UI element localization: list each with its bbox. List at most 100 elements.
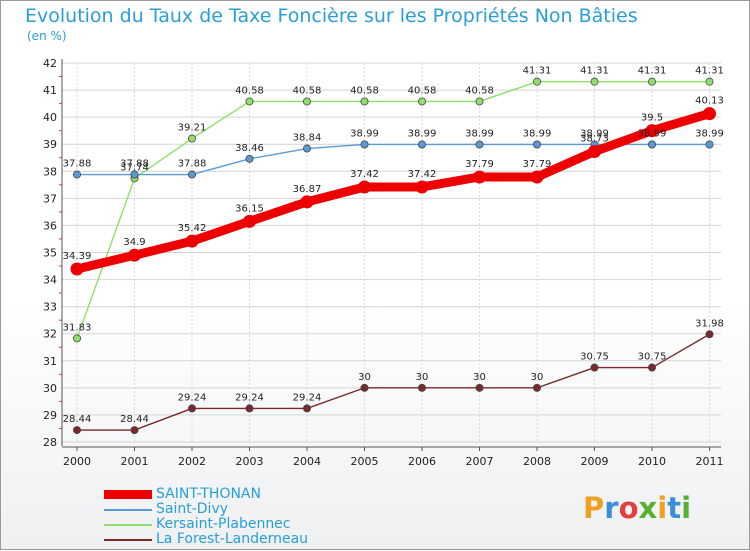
data-label-la-forest-landerneau: 30	[416, 372, 429, 383]
data-label-kersaint-plabennec: 39.21	[178, 123, 207, 134]
data-label-saint-divy: 37.88	[63, 159, 92, 170]
x-tick-label: 2008	[523, 455, 551, 468]
data-label-kersaint-plabennec: 31.83	[63, 322, 92, 333]
data-label-la-forest-landerneau: 31.98	[695, 318, 724, 329]
data-label-saint-divy: 38.46	[235, 143, 264, 154]
data-label-la-forest-landerneau: 30.75	[580, 352, 609, 363]
y-tick-label: 30	[43, 382, 57, 395]
data-point-kersaint-plabennec	[533, 77, 542, 86]
data-point-saint-divy	[417, 140, 426, 149]
legend-item-saint-divy[interactable]: Saint-Divy	[104, 502, 228, 517]
chart-title: Evolution du Taux de Taxe Foncière sur l…	[25, 5, 638, 27]
logo-letter: t	[667, 491, 682, 525]
data-point-saint-divy	[245, 154, 254, 163]
data-point-kersaint-plabennec	[417, 97, 426, 106]
data-point-kersaint-plabennec	[245, 97, 254, 106]
data-label-la-forest-landerneau: 30	[531, 372, 544, 383]
y-axis-unit-label: (en %)	[27, 29, 67, 43]
y-tick-label: 42	[43, 57, 57, 70]
x-tick-label: 2010	[638, 455, 666, 468]
y-tick-label: 32	[43, 328, 57, 341]
data-label-kersaint-plabennec: 40.58	[408, 85, 437, 96]
data-label-saint-thonan: 38.73	[580, 134, 609, 145]
y-tick-label: 36	[43, 219, 57, 232]
data-point-saint-thonan	[185, 234, 199, 248]
data-label-saint-thonan: 34.39	[63, 251, 92, 262]
data-labels: 28.44 28.44 29.24 29.24 29.24 30 30 30 30 30.75 30…	[63, 66, 724, 425]
data-label-saint-divy: 38.99	[408, 128, 437, 139]
data-point-saint-thonan	[358, 180, 371, 194]
data-label-saint-divy: 38.99	[350, 128, 379, 139]
data-point-saint-divy	[475, 140, 484, 149]
y-tick-label: 35	[43, 247, 57, 260]
x-tick-label: 2001	[121, 455, 149, 468]
data-label-kersaint-plabennec: 41.31	[580, 66, 609, 77]
logo-letter: P	[583, 491, 605, 525]
data-point-saint-thonan	[243, 214, 256, 228]
y-tick-label: 31	[43, 355, 57, 368]
legend-item-kersaint-plabennec[interactable]: Kersaint-Plabennec	[104, 517, 291, 532]
data-point-kersaint-plabennec	[73, 334, 82, 343]
data-point-kersaint-plabennec	[302, 97, 311, 106]
data-point-kersaint-plabennec	[590, 77, 599, 86]
y-tick-label: 38	[43, 165, 57, 178]
logo-letter: x	[638, 491, 658, 525]
data-point-la-forest-landerneau	[533, 383, 542, 392]
series-line-saint-thonan	[72, 109, 714, 274]
data-label-saint-divy: 38.84	[293, 133, 322, 144]
data-point-saint-thonan	[473, 170, 486, 184]
data-point-saint-thonan	[70, 262, 84, 276]
data-label-saint-divy: 38.99	[580, 128, 609, 139]
y-tick-label: 29	[43, 409, 57, 422]
logo-letter: i	[681, 491, 692, 525]
axes	[59, 59, 721, 451]
y-tick-label: 28	[43, 436, 57, 449]
data-point-kersaint-plabennec	[187, 134, 196, 143]
x-tick-label: 2000	[63, 455, 91, 468]
data-point-saint-thonan	[645, 124, 659, 138]
legend-swatch-la-forest-landerneau	[104, 538, 152, 541]
x-tick-label: 2005	[351, 455, 379, 468]
data-label-saint-thonan: 37.79	[465, 159, 494, 170]
series-points	[70, 77, 716, 435]
legend-label: Kersaint-Plabennec	[156, 516, 291, 532]
legend-swatch-saint-divy	[104, 508, 152, 511]
data-label-saint-thonan: 37.42	[350, 169, 379, 180]
data-label-saint-thonan: 36.15	[235, 203, 264, 214]
data-point-la-forest-landerneau	[302, 404, 311, 413]
data-label-kersaint-plabennec: 40.58	[350, 85, 379, 96]
data-point-saint-divy	[187, 170, 196, 179]
x-tick-label: 2004	[293, 455, 321, 468]
data-point-saint-thonan	[300, 195, 314, 209]
x-tick-label: 2002	[178, 455, 206, 468]
legend-item-la-forest-landerneau[interactable]: La Forest-Landerneau	[104, 532, 308, 547]
data-label-la-forest-landerneau: 30	[358, 372, 371, 383]
data-point-saint-thonan	[703, 107, 716, 121]
data-point-la-forest-landerneau	[130, 426, 139, 435]
data-label-la-forest-landerneau: 28.44	[63, 414, 92, 425]
x-tick-label: 2011	[696, 455, 724, 468]
data-point-la-forest-landerneau	[417, 383, 426, 392]
series-line-kersaint-plabennec	[76, 80, 711, 340]
logo-letter: o	[618, 491, 639, 525]
data-label-saint-thonan: 36.87	[293, 184, 322, 195]
data-label-saint-thonan: 37.42	[408, 169, 437, 180]
y-tick-label: 37	[43, 192, 57, 205]
legend-item-saint-thonan[interactable]: SAINT-THONAN	[104, 487, 261, 502]
data-point-kersaint-plabennec	[360, 97, 369, 106]
proxiti-logo: Proxiti	[583, 491, 691, 525]
data-point-saint-divy	[73, 170, 82, 179]
x-tick-label: 2006	[408, 455, 436, 468]
legend-swatch-saint-thonan	[104, 490, 152, 499]
data-label-saint-divy: 38.99	[523, 128, 552, 139]
data-label-saint-thonan: 34.9	[123, 237, 145, 248]
data-label-saint-thonan: 39.5	[641, 113, 663, 124]
series-line-la-forest-landerneau	[76, 333, 711, 431]
data-point-saint-thonan	[128, 248, 141, 262]
data-point-saint-divy	[705, 140, 714, 149]
y-tick-label: 40	[43, 111, 57, 124]
grid-lines	[62, 62, 721, 443]
series-lines	[72, 80, 714, 431]
